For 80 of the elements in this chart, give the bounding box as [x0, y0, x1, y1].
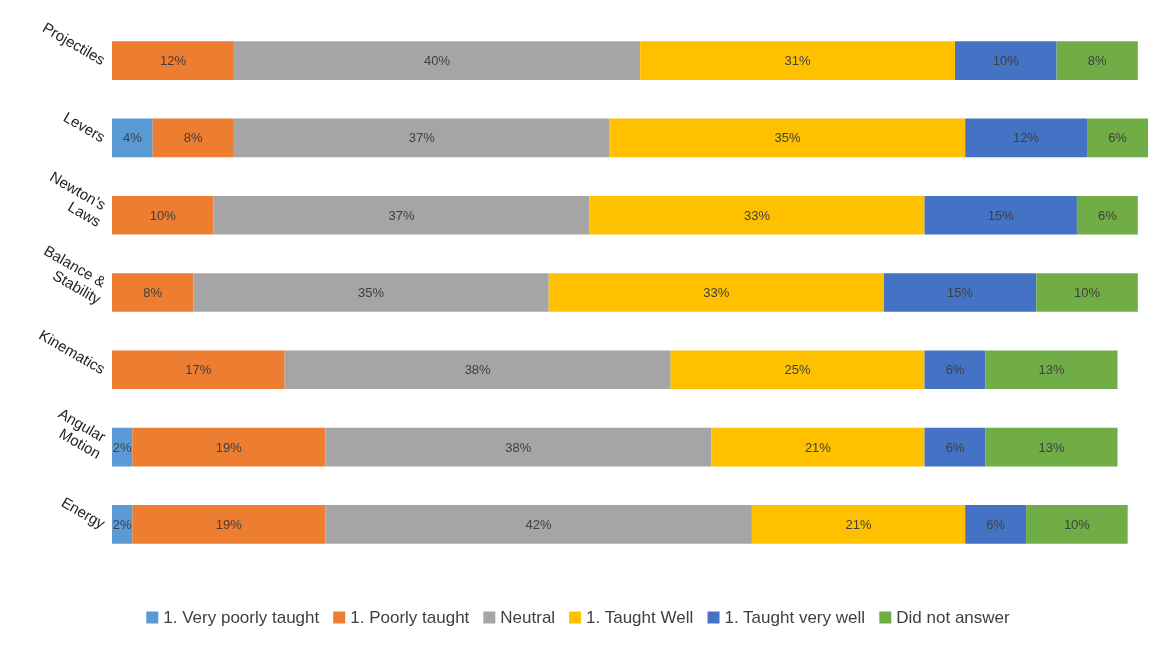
- data-label: 35%: [357, 285, 385, 300]
- data-label: 8%: [143, 285, 163, 300]
- bar: [548, 273, 884, 312]
- bar: [233, 41, 641, 80]
- bar: [112, 118, 153, 158]
- bar: [1076, 195, 1138, 235]
- data-label: 2%: [112, 516, 132, 532]
- data-label: 8%: [183, 130, 204, 146]
- data-label: 13%: [1038, 362, 1065, 378]
- bar: [112, 350, 285, 390]
- bar: [325, 505, 752, 544]
- data-label: 15%: [947, 285, 974, 300]
- bar: [152, 118, 234, 158]
- bar: [924, 350, 986, 390]
- bar: [985, 427, 1118, 467]
- bar: [751, 505, 966, 544]
- data-label: 35%: [774, 130, 801, 146]
- data-label: 25%: [784, 362, 812, 378]
- bar: [640, 41, 956, 80]
- bar: [711, 427, 925, 467]
- bar: [985, 350, 1118, 390]
- data-label: 6%: [1097, 207, 1118, 223]
- bar: [609, 118, 966, 158]
- data-label: 12%: [1013, 130, 1040, 146]
- legend-label: Neutral: [500, 608, 556, 627]
- bar: [1087, 118, 1148, 158]
- bar: [193, 273, 549, 312]
- data-label: 19%: [215, 439, 243, 455]
- bar: [1036, 273, 1138, 312]
- data-label: 4%: [122, 130, 143, 146]
- data-label: 12%: [159, 53, 187, 69]
- data-label: 31%: [784, 53, 812, 69]
- bar: [233, 118, 610, 158]
- data-label: 21%: [845, 516, 872, 532]
- bar: [965, 118, 1088, 158]
- data-label: 40%: [424, 53, 451, 69]
- data-label: 15%: [987, 207, 1015, 223]
- data-label: 6%: [986, 516, 1006, 532]
- bar: [1026, 505, 1128, 544]
- data-label: 10%: [1063, 516, 1091, 532]
- data-label: 6%: [945, 439, 965, 455]
- data-label: 37%: [388, 207, 415, 223]
- data-label: 21%: [804, 439, 832, 455]
- data-label: 38%: [464, 362, 492, 378]
- bar: [883, 273, 1037, 312]
- legend-label: 1. Taught very well: [724, 608, 865, 627]
- data-label: 37%: [408, 130, 436, 146]
- bar: [924, 195, 1077, 235]
- legend-label: 1. Taught Well: [586, 608, 694, 627]
- bar: [924, 427, 986, 467]
- data-label: 6%: [945, 362, 965, 378]
- bar: [589, 195, 925, 235]
- bar: [132, 427, 326, 467]
- legend-label: 1. Poorly taught: [350, 608, 470, 627]
- bar: [112, 273, 194, 312]
- data-label: 17%: [185, 362, 212, 378]
- data-label: 8%: [1087, 53, 1108, 69]
- bar: [112, 195, 214, 235]
- data-label: 2%: [112, 439, 132, 455]
- data-label: 13%: [1038, 439, 1065, 455]
- data-label: 10%: [992, 53, 1020, 69]
- bar: [284, 350, 671, 390]
- legend-label: 1. Very poorly taught: [163, 608, 320, 627]
- data-label: 19%: [215, 516, 243, 532]
- bar: [1056, 41, 1138, 80]
- bar: [132, 505, 326, 544]
- bar: [965, 505, 1027, 544]
- bar: [213, 195, 590, 235]
- data-label: 42%: [525, 516, 553, 532]
- bar: [325, 427, 712, 467]
- data-label: 6%: [1108, 130, 1128, 146]
- data-label: 33%: [703, 285, 730, 300]
- data-label: 10%: [1074, 285, 1101, 300]
- bar: [670, 350, 925, 390]
- bar: [112, 41, 234, 80]
- data-label: 38%: [505, 439, 532, 455]
- data-label: 10%: [149, 207, 177, 223]
- data-label: 33%: [743, 207, 771, 223]
- bar: [955, 41, 1057, 80]
- legend-label: Did not answer: [896, 608, 1011, 627]
